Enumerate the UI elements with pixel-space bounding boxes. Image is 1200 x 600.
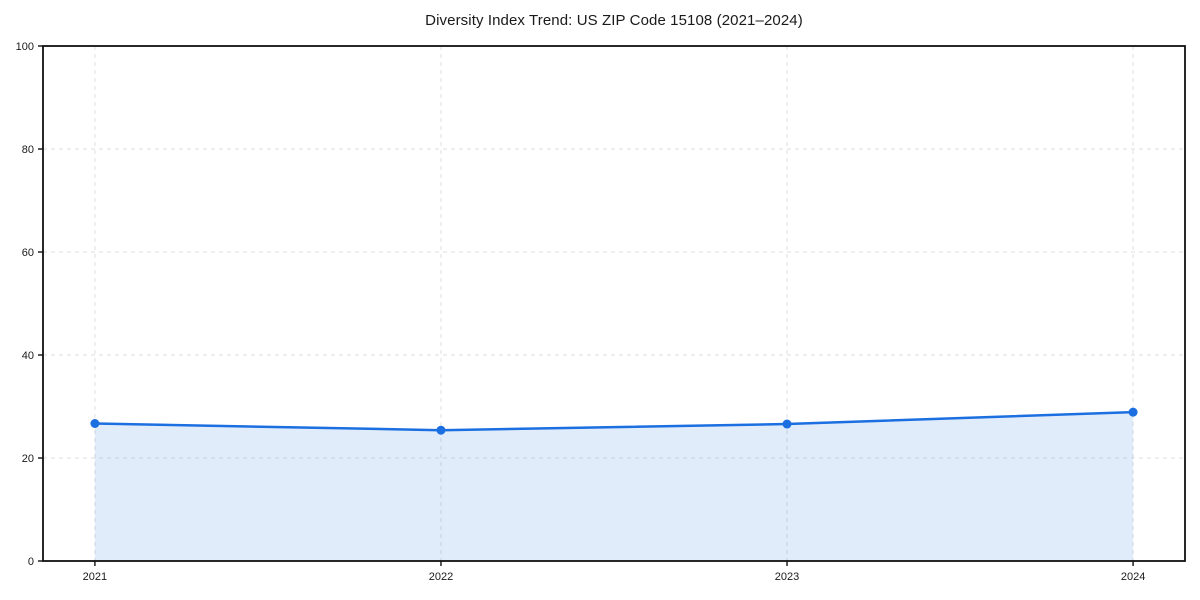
data-point-marker (1128, 407, 1138, 417)
y-tick-label: 80 (22, 144, 34, 156)
x-tick-label: 2024 (1121, 571, 1145, 583)
plot-border (42, 45, 1186, 562)
data-point-marker (436, 425, 446, 435)
data-point-marker (90, 418, 100, 428)
x-tick-label: 2022 (429, 571, 453, 583)
area-fill (94, 412, 1134, 561)
data-point-marker (782, 419, 792, 429)
y-tick-label: 0 (28, 556, 34, 568)
y-tick-label: 20 (22, 453, 34, 465)
y-tick-label: 40 (22, 350, 34, 362)
x-tick-label: 2021 (83, 571, 107, 583)
x-tick-label: 2023 (775, 571, 799, 583)
chart-title: Diversity Index Trend: US ZIP Code 15108… (425, 12, 803, 29)
y-tick-label: 60 (22, 247, 34, 259)
y-tick-label: 100 (16, 41, 34, 53)
trend-line (93, 410, 1135, 432)
